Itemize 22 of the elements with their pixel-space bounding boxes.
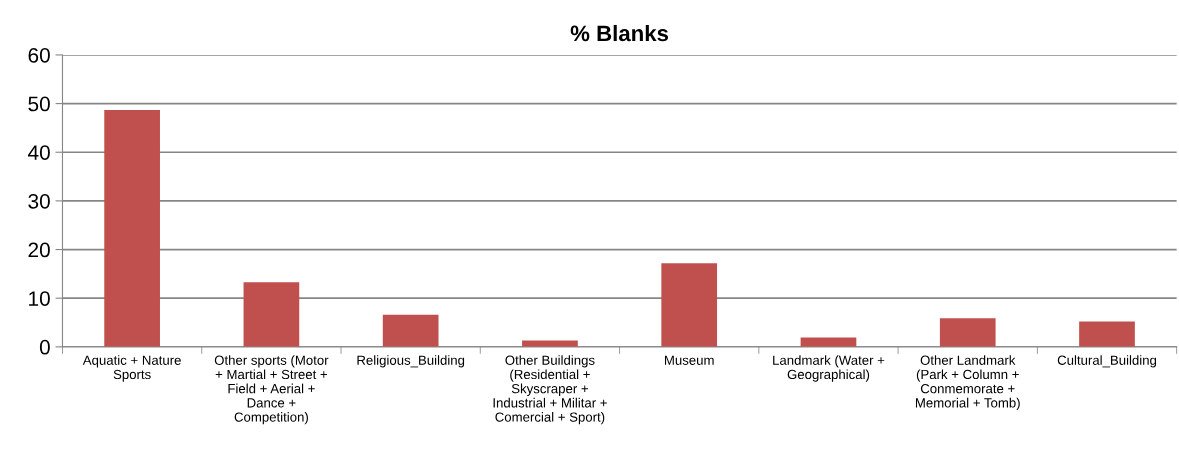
- y-tick-label: 10: [29, 291, 50, 306]
- y-tick-label: 0: [39, 339, 50, 355]
- y-tick-label: 30: [28, 193, 50, 209]
- x-tick-label: Cultural_Building: [1057, 355, 1157, 368]
- bar: [1079, 321, 1135, 347]
- y-tick-label: 20: [28, 242, 50, 258]
- bar: [104, 109, 160, 347]
- x-tick-label: Religious_Building: [357, 355, 465, 368]
- x-tick-label: Other Landmark (Park + Column + Conmemorate + Memorial + Tomb): [915, 355, 1020, 411]
- x-tick-label: Museum: [664, 355, 714, 365]
- y-tick-label: 40: [27, 145, 50, 160]
- x-tick-label: Other Buildings (Residential + Skyscraper + Industrial + Militar + Comercial + Sport): [493, 355, 607, 425]
- bar: [382, 314, 439, 347]
- x-tick-label: Other sports (Motor + Martial + Street + Field + Aerial + Dance + Competition): [214, 355, 329, 425]
- x-tick-label: Aquatic + Nature Sports: [82, 355, 181, 382]
- bar: [939, 318, 996, 347]
- chart-title: % Blanks: [570, 24, 669, 42]
- bar: [661, 263, 718, 347]
- x-tick-label: Landmark (Water + Geographical): [773, 355, 885, 382]
- y-tick-label: 50: [28, 96, 50, 112]
- bar: [243, 282, 300, 347]
- y-tick-label: 60: [28, 47, 50, 63]
